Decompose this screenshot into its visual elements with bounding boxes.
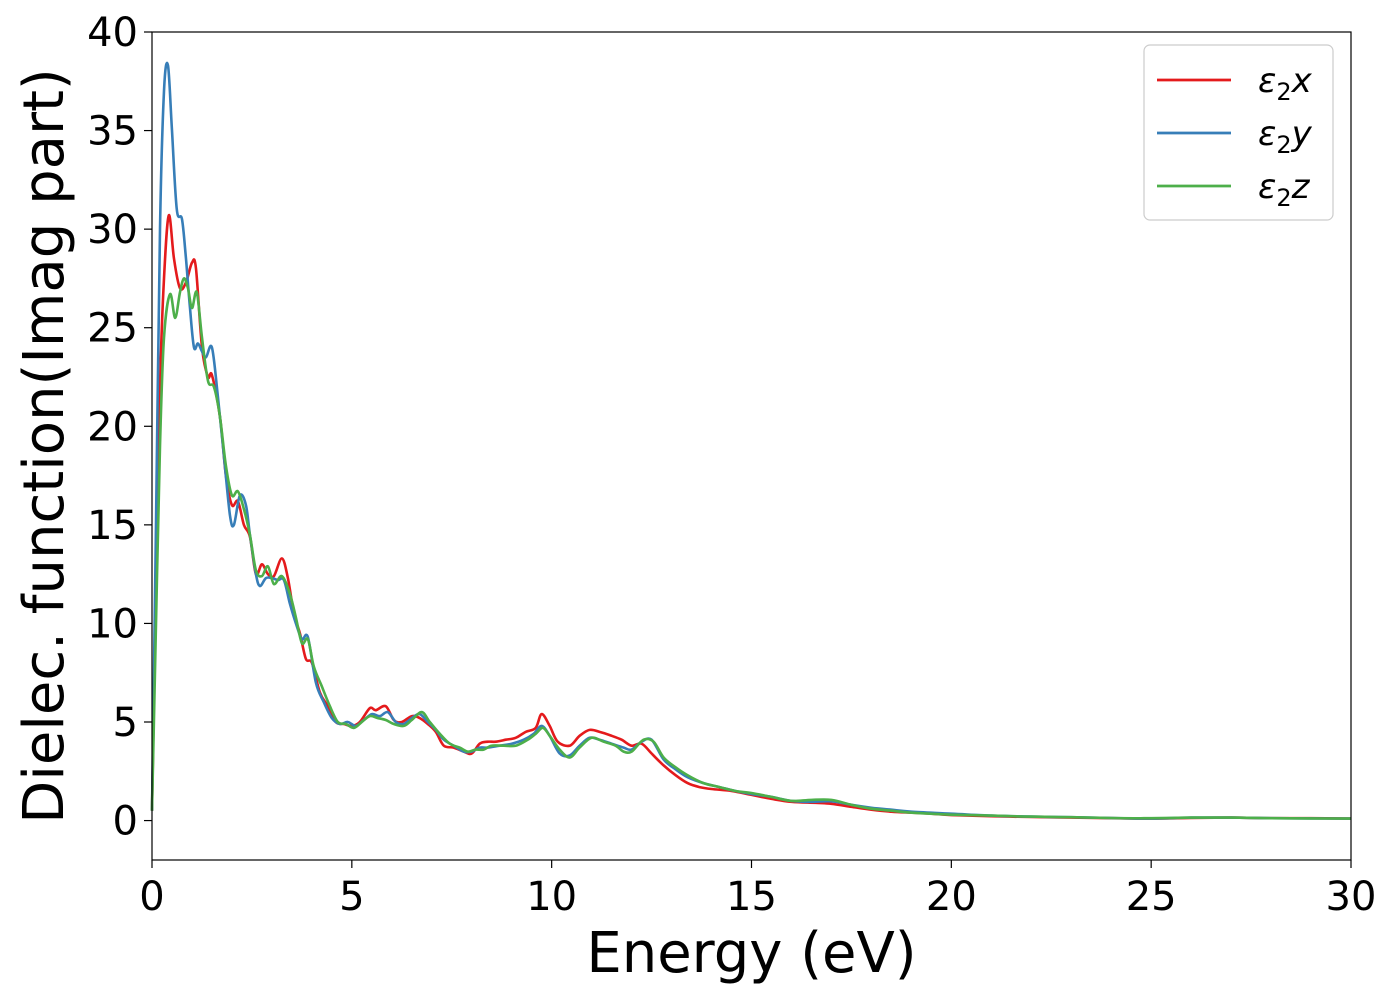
- series-line-y: [150, 61, 1352, 820]
- y-axis-label: Dielec. function(Imag part): [12, 68, 77, 824]
- x-tick-label: 10: [526, 874, 577, 920]
- legend-entry-y: ε2y: [1258, 114, 1313, 159]
- y-tick-label: 0: [113, 799, 138, 845]
- series-line-z: [150, 277, 1352, 820]
- legend-entry-z: ε2z: [1258, 167, 1311, 212]
- y-tick-label: 40: [87, 10, 138, 56]
- x-tick-label: 20: [926, 874, 977, 920]
- legend-box: [1143, 44, 1334, 221]
- y-tick-label: 30: [87, 207, 138, 253]
- x-tick-label: 25: [1126, 874, 1177, 920]
- y-tick-label: 5: [113, 700, 138, 746]
- y-tick-label: 10: [87, 601, 138, 647]
- y-tick-label: 15: [87, 503, 138, 549]
- y-tick-label: 35: [87, 109, 138, 155]
- y-tick-label: 20: [87, 404, 138, 450]
- legend: ε2x ε2y ε2z: [1143, 44, 1334, 221]
- y-tick-label: 25: [87, 306, 138, 352]
- x-axis-ticks: 0 5 10 15 20 25 30: [139, 860, 1376, 920]
- x-tick-label: 15: [726, 874, 777, 920]
- x-axis-label: Energy (eV): [586, 921, 916, 986]
- legend-entry-x: ε2x: [1258, 61, 1313, 106]
- x-tick-label: 5: [339, 874, 364, 920]
- x-tick-label: 30: [1326, 874, 1377, 920]
- x-tick-label: 0: [139, 874, 164, 920]
- series-layer: [150, 61, 1352, 820]
- y-axis-ticks: 0 5 10 15 20 25 30 35 40: [87, 10, 152, 845]
